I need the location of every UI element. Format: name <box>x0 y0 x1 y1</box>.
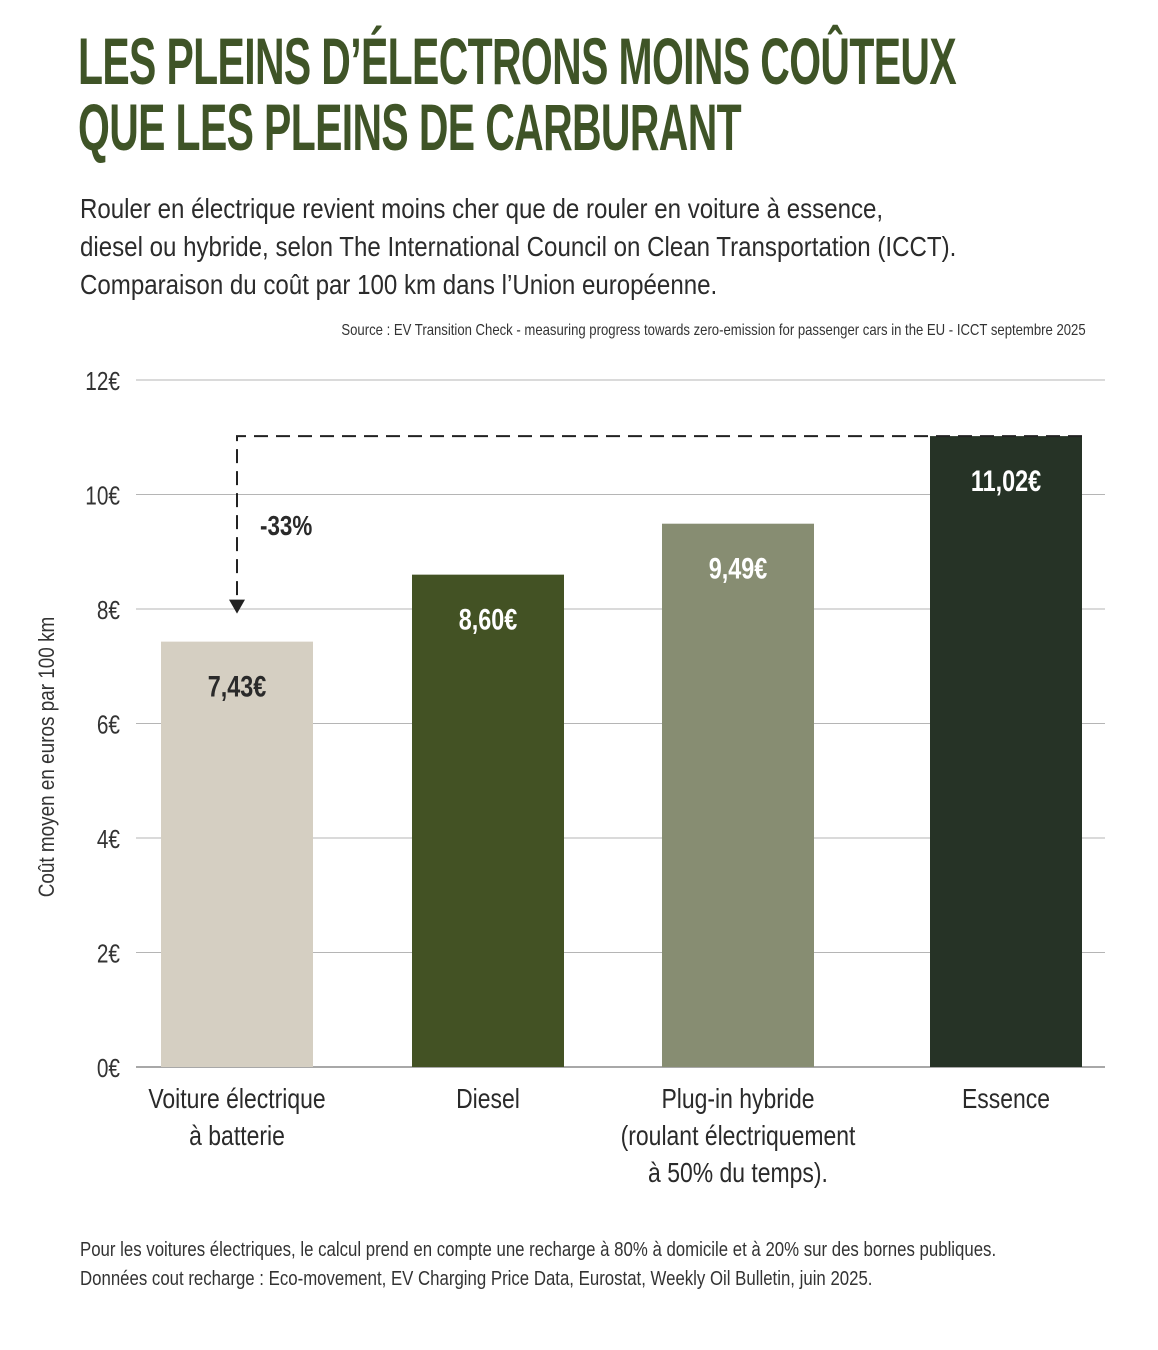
bar <box>412 574 564 1067</box>
chart-title: LES PLEINS D’ÉLECTRONS MOINS COÛTEUX QUE… <box>78 28 1120 160</box>
title-line-2: QUE LES PLEINS DE CARBURANT <box>78 90 742 164</box>
annotation-dashed-line <box>236 435 1082 602</box>
x-category-label: Voiture électrique <box>148 1084 325 1115</box>
x-category-label: à 50% du temps). <box>648 1158 828 1189</box>
subtitle-line-1: Rouler en électrique revient moins cher … <box>80 193 884 224</box>
subtitle-line-3: Comparaison du coût par 100 km dans l’Un… <box>80 269 718 300</box>
x-category-label: Plug-in hybride <box>661 1084 814 1115</box>
bar <box>930 436 1082 1068</box>
bar-value-label: 7,43€ <box>208 670 267 703</box>
x-category-label: Diesel <box>456 1084 520 1115</box>
bar <box>662 523 814 1067</box>
y-tick-label: 6€ <box>97 710 120 739</box>
source-note: Source : EV Transition Check - measuring… <box>341 322 1086 339</box>
bar-chart: 0€ 2€ 4€ 6€ 8€ 10€ 12€ Coût moyen en euros par … <box>35 367 1105 1189</box>
subtitle-line-2: diesel ou hybride, selon The Internation… <box>80 231 957 262</box>
bar <box>161 641 313 1067</box>
x-category-label: (roulant électriquement <box>621 1121 856 1152</box>
annotation-arrowhead <box>229 599 245 614</box>
chart-subtitle: Rouler en électrique revient moins cher … <box>80 190 1095 304</box>
footnote: Pour les voitures électriques, le calcul… <box>80 1236 1138 1294</box>
x-category-label: à batterie <box>189 1121 285 1152</box>
annotation-label: -33% <box>260 511 312 542</box>
title-line-1: LES PLEINS D’ÉLECTRONS MOINS COÛTEUX <box>78 24 957 98</box>
x-category-label: Essence <box>962 1084 1050 1115</box>
y-tick-label: 4€ <box>97 825 120 854</box>
y-tick-label: 2€ <box>97 939 120 968</box>
bar-value-label: 8,60€ <box>459 603 518 636</box>
y-tick-label: 0€ <box>97 1054 120 1083</box>
bar-value-label: 11,02€ <box>971 464 1041 497</box>
y-tick-label: 12€ <box>85 367 120 396</box>
footnote-line-2: Données cout recharge : Eco-movement, EV… <box>80 1268 873 1290</box>
footnote-line-1: Pour les voitures électriques, le calcul… <box>80 1239 997 1261</box>
y-tick-label: 10€ <box>85 481 120 510</box>
bar-value-label: 9,49€ <box>709 552 768 585</box>
y-tick-label: 8€ <box>97 596 120 625</box>
y-axis-label: Coût moyen en euros par 100 km <box>35 617 60 898</box>
